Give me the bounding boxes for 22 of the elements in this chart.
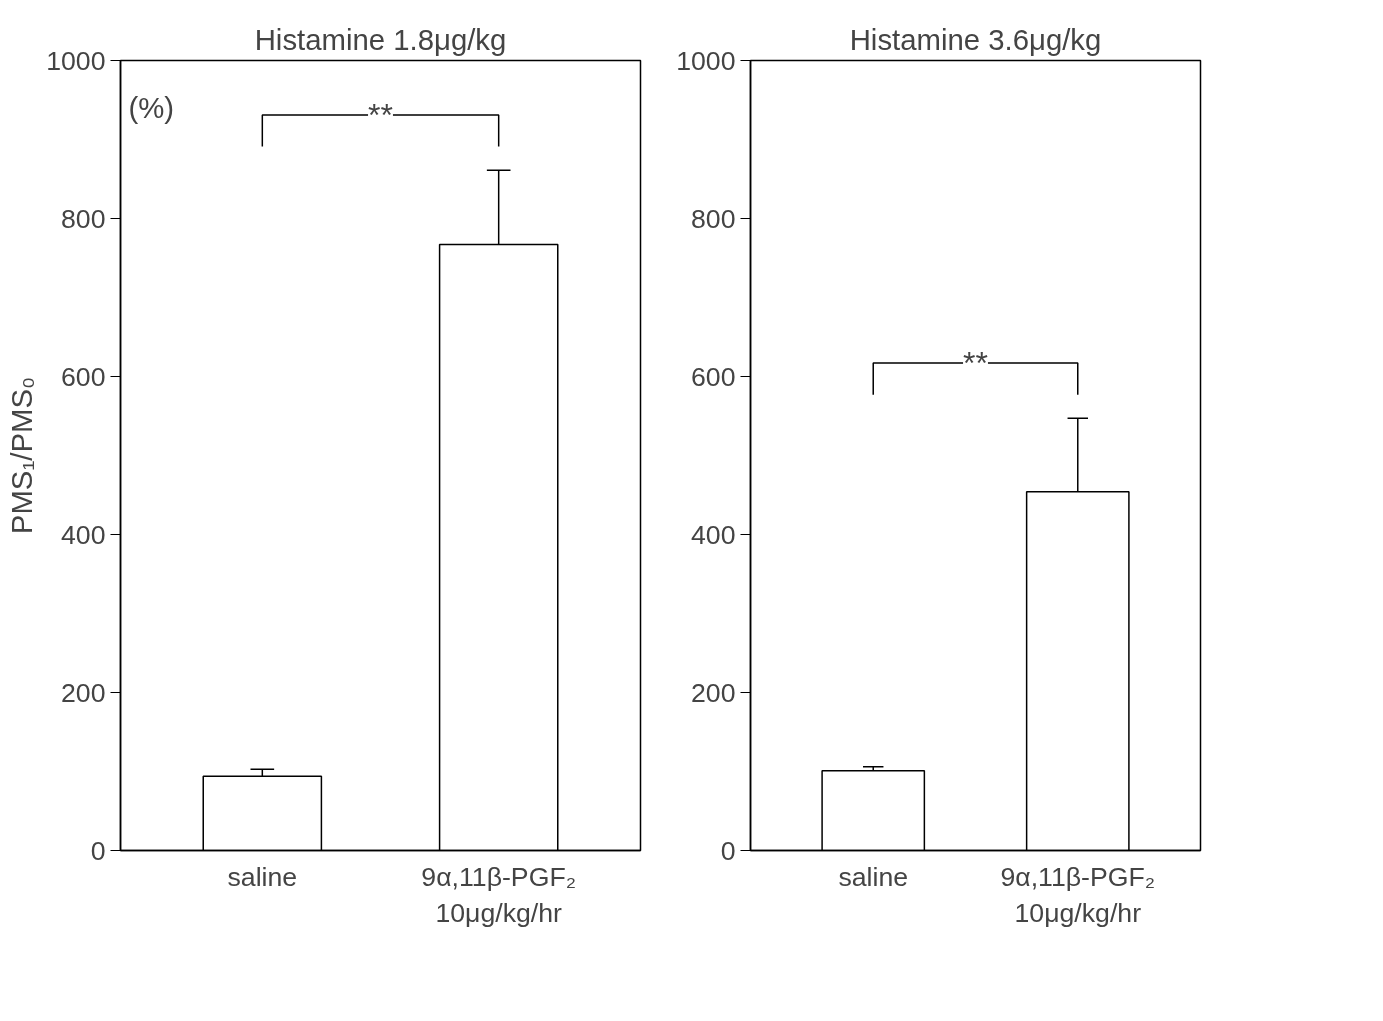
y-tick-label: 400 xyxy=(61,519,106,550)
x-tick-label: 9α,11β-PGF₂ 10μg/kg/hr xyxy=(1000,861,1156,928)
x-tick-label: saline xyxy=(227,861,298,892)
y-tick-label: 600 xyxy=(691,361,736,392)
y-tick-label: 200 xyxy=(691,677,736,708)
y-tick-label: 600 xyxy=(61,361,106,392)
y-tick-label: 0 xyxy=(90,835,106,866)
annotation: ** xyxy=(963,345,988,382)
y-tick-label: 800 xyxy=(691,203,736,234)
y-tick-label: 0 xyxy=(720,835,736,866)
y-tick-label: 200 xyxy=(61,677,106,708)
y-tick-label: 800 xyxy=(61,203,106,234)
y-tick-label: 1000 xyxy=(676,45,736,76)
y-tick-label: 1000 xyxy=(46,45,106,76)
annotation: ** xyxy=(368,97,393,134)
y-axis-title: PMS₁/PMS₀ xyxy=(5,376,39,535)
x-tick-label: saline xyxy=(838,861,909,892)
annotation: (%) xyxy=(128,90,175,124)
y-tick-label: 400 xyxy=(691,519,736,550)
chart-title: Histamine 3.6μg/kg xyxy=(849,22,1102,56)
x-tick-label: 9α,11β-PGF₂ 10μg/kg/hr xyxy=(421,861,577,928)
chart-title: Histamine 1.8μg/kg xyxy=(254,22,507,56)
